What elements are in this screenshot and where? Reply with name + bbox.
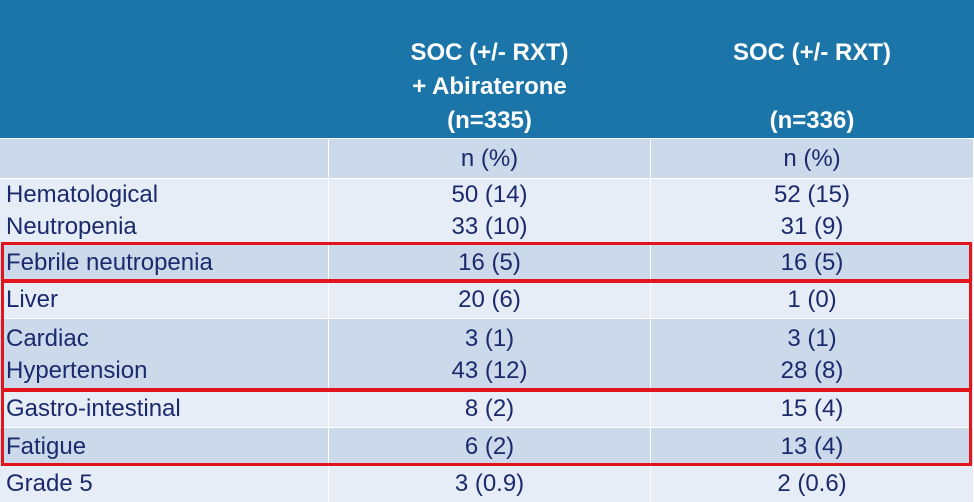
label-text: Hypertension [6,356,148,384]
label-text: Cardiac [6,324,89,352]
value-cell: 6 (2) [329,428,650,465]
header-text: SOC (+/- RXT) [410,39,569,66]
value-cell: 16 (5) [651,244,973,281]
value-text: 15 (4) [780,395,844,422]
row-label [0,139,328,178]
value-text: n (%) [460,144,519,172]
value-text: 1 (0) [787,286,837,313]
header-cell: SOC (+/- RXT) + Abiraterone (n=335) [329,0,650,138]
value-text: 31 (9) [780,213,844,240]
label-text: Liver [6,286,59,313]
row-label: Liver [0,282,328,318]
value-cell: 8 (2) [329,391,650,427]
value-cell: 52 (15) 31 (9) [651,179,973,243]
value-cell: 3 (1) 43 (12) [329,319,650,390]
row-label: Gastro-intestinal [0,391,328,427]
label-text: Grade 5 [6,470,93,497]
row-label: Febrile neutropenia [0,244,328,281]
label-text: Febrile neutropenia [6,248,213,276]
value-text: 2 (0.6) [777,470,847,497]
value-text: 33 (10) [451,213,528,240]
value-text: 52 (15) [773,181,851,208]
header-cell [0,0,328,138]
value-cell: 16 (5) [329,244,650,281]
value-cell: 15 (4) [651,391,973,427]
value-text: 8 (2) [464,395,515,422]
value-text: n (%) [783,144,841,172]
row-label: Hematological Neutropenia [0,179,328,243]
value-cell: n (%) [329,139,650,178]
value-text: 16 (5) [458,248,521,276]
value-cell: 20 (6) [329,282,650,318]
value-text: 6 (2) [464,432,515,460]
value-cell: 3 (0.9) [329,466,650,502]
header-text: (n=335) [447,107,532,134]
value-text: 3 (1) [787,324,837,352]
header-text: (n=336) [769,107,855,134]
value-text: 43 (12) [451,356,528,384]
label-text: Gastro-intestinal [6,395,181,422]
value-text: 28 (8) [780,356,844,384]
value-text: 50 (14) [451,181,528,208]
header-text: + Abiraterone [412,73,567,100]
header-cell: SOC (+/- RXT) (n=336) [651,0,973,138]
value-text: 16 (5) [780,248,844,276]
label-text: Fatigue [6,432,87,460]
value-cell: 13 (4) [651,428,973,465]
value-text: 13 (4) [780,432,844,460]
row-label: Cardiac Hypertension [0,319,328,390]
row-label: Fatigue [0,428,328,465]
label-text: Neutropenia [6,213,137,240]
value-cell: 50 (14) 33 (10) [329,179,650,243]
value-cell: 3 (1) 28 (8) [651,319,973,390]
label-text: Hematological [6,181,159,208]
value-text: 3 (0.9) [454,470,525,497]
value-text: 20 (6) [458,286,521,313]
value-cell: 2 (0.6) [651,466,973,502]
row-label: Grade 5 [0,466,328,502]
value-text: 3 (1) [464,324,515,352]
value-cell: 1 (0) [651,282,973,318]
value-cell: n (%) [651,139,973,178]
header-text: SOC (+/- RXT) [732,39,891,66]
